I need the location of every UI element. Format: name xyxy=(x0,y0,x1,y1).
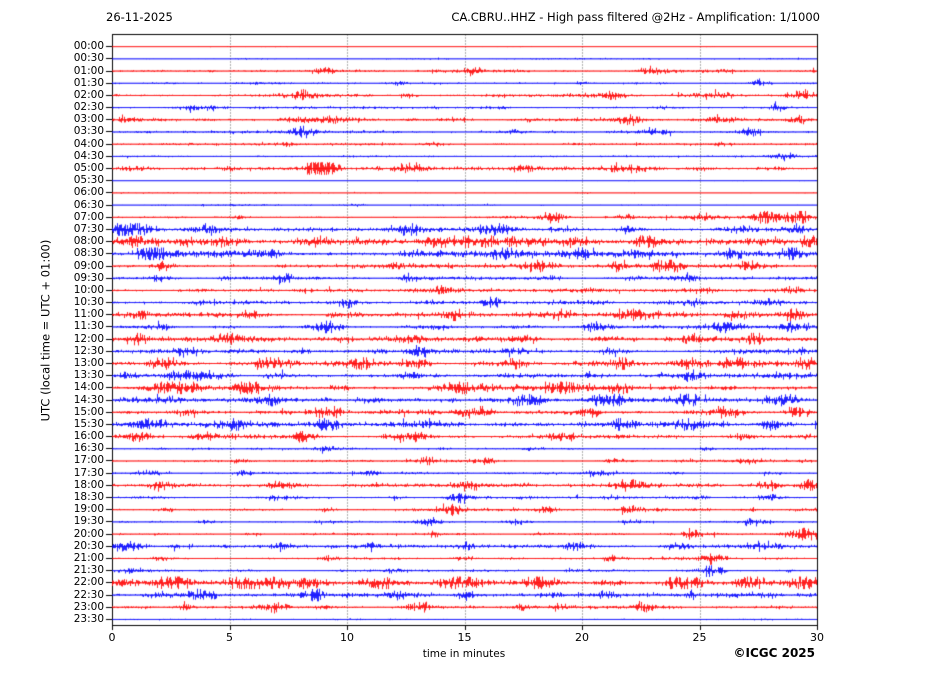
y-tick-label: 19:00 xyxy=(73,503,104,516)
y-tick-label: 16:30 xyxy=(73,442,104,455)
y-tick-label: 02:00 xyxy=(73,88,104,101)
y-tick-label: 11:30 xyxy=(73,320,104,333)
y-tick-label: 02:30 xyxy=(73,101,104,114)
y-tick-label: 06:00 xyxy=(73,186,104,199)
y-tick-label: 13:30 xyxy=(73,369,104,382)
y-tick-label: 12:30 xyxy=(73,344,104,357)
x-tick-label: 15 xyxy=(457,631,472,644)
y-tick-label: 00:30 xyxy=(73,52,104,65)
x-tick-label: 20 xyxy=(575,631,589,644)
y-tick-label: 04:00 xyxy=(73,137,104,150)
y-tick-label: 14:30 xyxy=(73,393,104,406)
y-tick-label: 21:00 xyxy=(73,551,104,564)
y-tick-label: 06:30 xyxy=(73,198,104,211)
y-tick-label: 20:30 xyxy=(73,539,104,552)
y-tick-label: 15:30 xyxy=(73,417,104,430)
y-tick-label: 05:00 xyxy=(73,162,104,175)
y-tick-label: 01:30 xyxy=(73,76,104,89)
figure-date: 26-11-2025 xyxy=(106,10,173,24)
y-tick-label: 21:30 xyxy=(73,564,104,577)
y-tick-label: 22:00 xyxy=(73,576,104,589)
y-tick-label: 10:30 xyxy=(73,296,104,309)
y-tick-label: 05:30 xyxy=(73,174,104,187)
y-tick-label: 23:00 xyxy=(73,600,104,613)
y-tick-label: 19:30 xyxy=(73,515,104,528)
x-tick-label: 30 xyxy=(810,631,824,644)
y-tick-label: 23:30 xyxy=(73,612,104,625)
y-tick-label: 04:30 xyxy=(73,149,104,162)
y-tick-label: 20:00 xyxy=(73,527,104,540)
y-tick-label: 07:00 xyxy=(73,210,104,223)
y-tick-label: 18:30 xyxy=(73,491,104,504)
x-axis-title: time in minutes xyxy=(422,648,506,660)
y-tick-label: 08:00 xyxy=(73,235,104,248)
y-tick-label: 03:30 xyxy=(73,125,104,138)
y-tick-label: 08:30 xyxy=(73,247,104,260)
y-tick-label: 01:00 xyxy=(73,64,104,77)
x-tick-label: 25 xyxy=(692,631,707,644)
x-tick-label: 0 xyxy=(108,631,116,644)
y-tick-label: 11:00 xyxy=(73,308,104,321)
y-tick-label: 07:30 xyxy=(73,222,104,235)
y-tick-label: 17:00 xyxy=(73,454,104,467)
y-tick-label: 09:00 xyxy=(73,259,104,272)
y-tick-label: 16:00 xyxy=(73,430,104,443)
y-tick-label: 12:00 xyxy=(73,332,104,345)
y-tick-label: 22:30 xyxy=(73,588,104,601)
copyright-label: ©ICGC 2025 xyxy=(733,646,815,660)
x-tick-label: 10 xyxy=(340,631,354,644)
y-tick-label: 00:00 xyxy=(73,40,104,53)
y-tick-label: 13:00 xyxy=(73,357,104,369)
y-tick-label: 09:30 xyxy=(73,271,104,284)
y-tick-label: 03:00 xyxy=(73,113,104,126)
y-tick-label: 18:00 xyxy=(73,478,104,491)
y-tick-label: 15:00 xyxy=(73,405,104,418)
x-tick-label: 5 xyxy=(226,631,233,644)
y-tick-label: 10:00 xyxy=(73,283,104,296)
figure-title: CA.CBRU..HHZ - High pass filtered @2Hz -… xyxy=(451,10,820,24)
y-tick-label: 14:00 xyxy=(73,381,104,394)
y-tick-label: 17:30 xyxy=(73,466,104,479)
